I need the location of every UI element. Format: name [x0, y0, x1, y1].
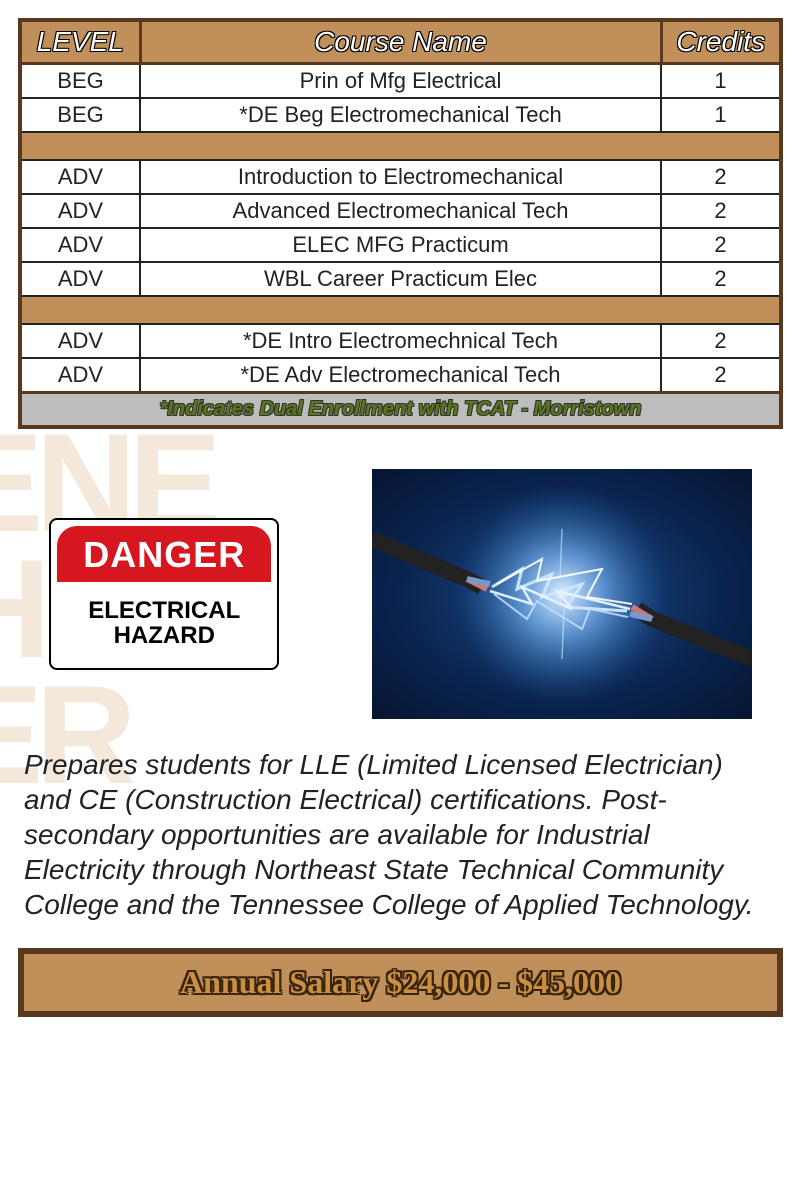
salary-text: Annual Salary $24,000 - $45,000: [180, 964, 621, 1000]
cell-credits: 2: [661, 194, 781, 228]
table-row: ADV Introduction to Electromechanical 2: [20, 160, 781, 194]
cell-credits: 1: [661, 64, 781, 99]
table-footnote: *Indicates Dual Enrollment with TCAT - M…: [20, 393, 781, 428]
cell-level: ADV: [20, 160, 140, 194]
program-description: Prepares students for LLE (Limited Licen…: [18, 747, 783, 922]
cell-course: Introduction to Electromechanical: [140, 160, 661, 194]
header-level: LEVEL: [20, 20, 140, 64]
danger-sign-body: ELECTRICAL HAZARD: [51, 582, 277, 668]
cell-credits: 2: [661, 228, 781, 262]
danger-line: ELECTRICAL: [57, 598, 271, 623]
table-row: BEG *DE Beg Electromechanical Tech 1: [20, 98, 781, 132]
table-row: ADV WBL Career Practicum Elec 2: [20, 262, 781, 296]
cell-credits: 2: [661, 358, 781, 393]
cell-course: Advanced Electromechanical Tech: [140, 194, 661, 228]
danger-line: HAZARD: [57, 623, 271, 648]
cell-course: ELEC MFG Practicum: [140, 228, 661, 262]
table-separator: [20, 296, 781, 324]
cell-course: Prin of Mfg Electrical: [140, 64, 661, 99]
danger-sign: DANGER ELECTRICAL HAZARD: [49, 518, 279, 670]
cell-level: ADV: [20, 358, 140, 393]
course-table: LEVEL Course Name Credits BEG Prin of Mf…: [18, 18, 783, 429]
cell-credits: 1: [661, 98, 781, 132]
cell-level: ADV: [20, 324, 140, 358]
cell-level: ADV: [20, 262, 140, 296]
image-row: DANGER ELECTRICAL HAZARD: [18, 469, 783, 719]
table-header-row: LEVEL Course Name Credits: [20, 20, 781, 64]
table-row: ADV ELEC MFG Practicum 2: [20, 228, 781, 262]
table-row: ADV *DE Intro Electromechnical Tech 2: [20, 324, 781, 358]
cell-course: *DE Adv Electromechanical Tech: [140, 358, 661, 393]
danger-sign-header: DANGER: [57, 526, 271, 582]
cell-course: *DE Beg Electromechanical Tech: [140, 98, 661, 132]
cell-course: WBL Career Practicum Elec: [140, 262, 661, 296]
table-row: ADV Advanced Electromechanical Tech 2: [20, 194, 781, 228]
salary-bar: Annual Salary $24,000 - $45,000: [18, 948, 783, 1017]
electrical-spark-image: [372, 469, 752, 719]
header-course: Course Name: [140, 20, 661, 64]
cell-credits: 2: [661, 262, 781, 296]
footnote-text: *Indicates Dual Enrollment with TCAT - M…: [20, 393, 781, 428]
table-row: ADV *DE Adv Electromechanical Tech 2: [20, 358, 781, 393]
cell-course: *DE Intro Electromechnical Tech: [140, 324, 661, 358]
cell-credits: 2: [661, 324, 781, 358]
table-row: BEG Prin of Mfg Electrical 1: [20, 64, 781, 99]
table-separator: [20, 132, 781, 160]
cell-level: ADV: [20, 228, 140, 262]
cell-credits: 2: [661, 160, 781, 194]
cell-level: BEG: [20, 98, 140, 132]
cell-level: BEG: [20, 64, 140, 99]
cell-level: ADV: [20, 194, 140, 228]
header-credits: Credits: [661, 20, 781, 64]
